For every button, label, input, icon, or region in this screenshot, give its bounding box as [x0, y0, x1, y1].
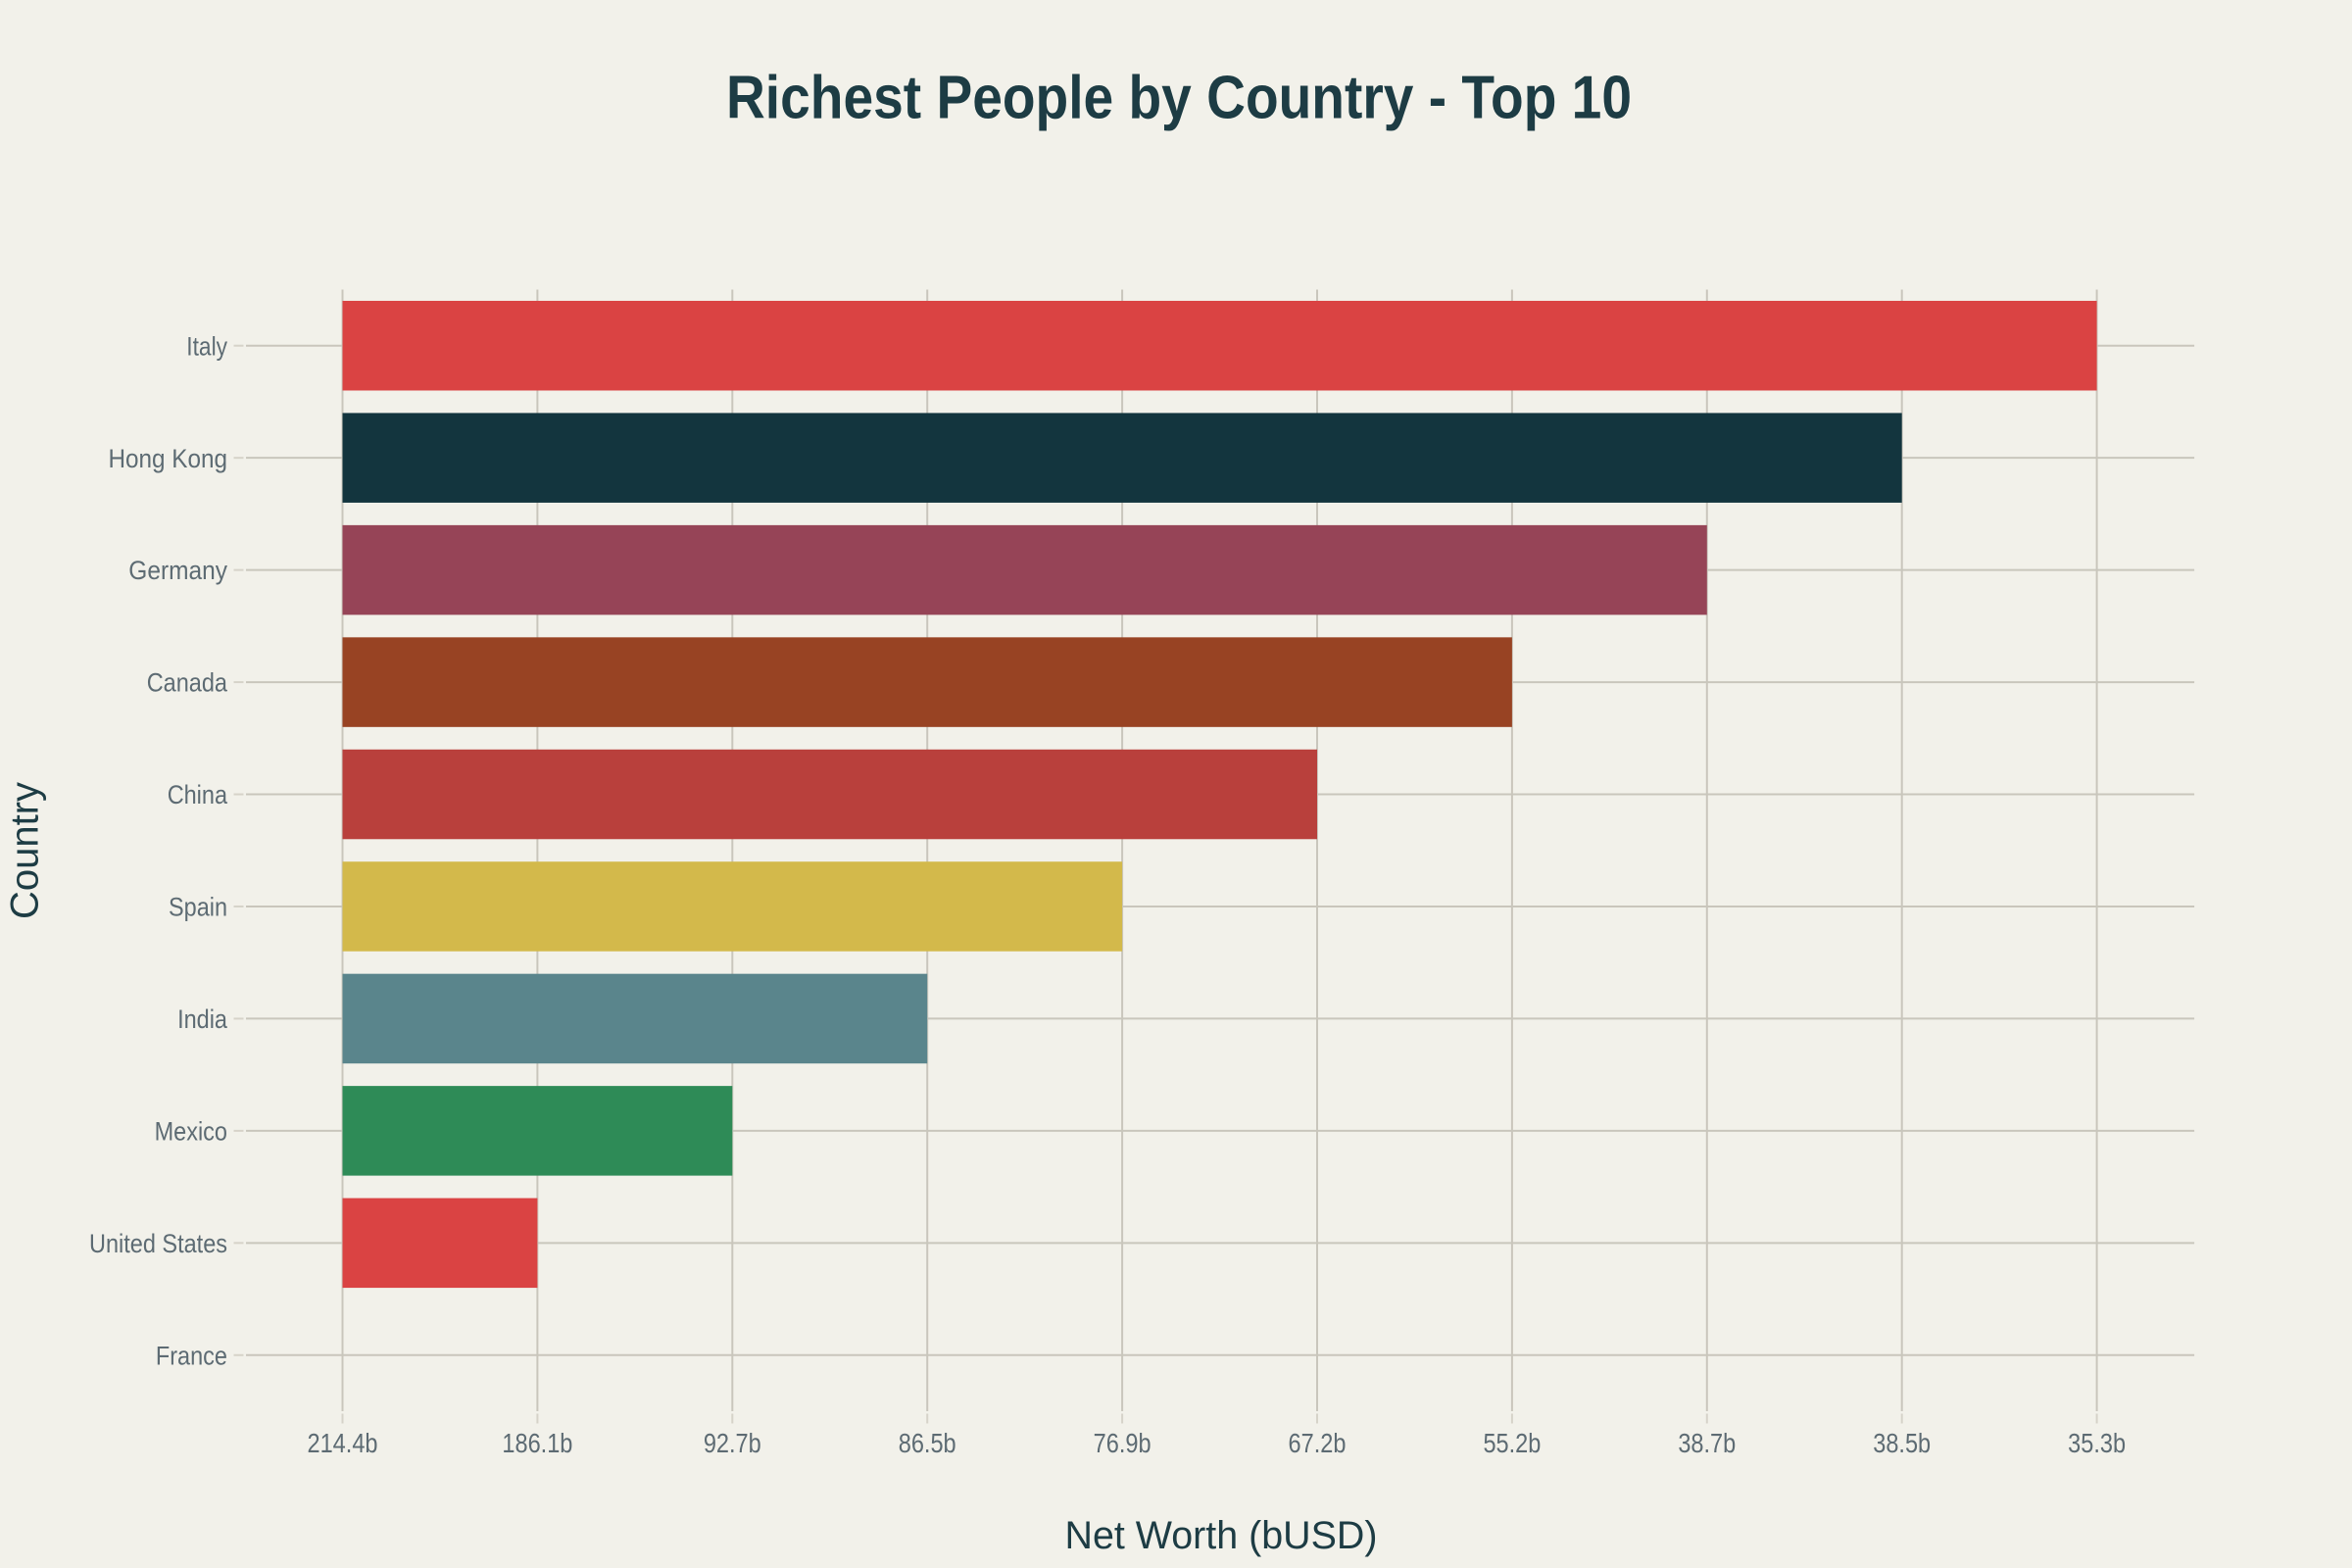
- svg-text:Spain: Spain: [169, 893, 227, 922]
- svg-text:86.5b: 86.5b: [899, 1428, 956, 1458]
- svg-text:France: France: [156, 1341, 227, 1370]
- svg-text:67.2b: 67.2b: [1289, 1428, 1347, 1458]
- svg-text:38.5b: 38.5b: [1873, 1428, 1931, 1458]
- svg-text:Mexico: Mexico: [155, 1116, 227, 1146]
- svg-text:Canada: Canada: [147, 668, 228, 698]
- svg-text:Country: Country: [4, 782, 47, 919]
- svg-text:76.9b: 76.9b: [1094, 1428, 1152, 1458]
- svg-text:Net Worth (bUSD): Net Worth (bUSD): [1065, 1514, 1378, 1557]
- svg-text:55.2b: 55.2b: [1483, 1428, 1541, 1458]
- svg-text:38.7b: 38.7b: [1678, 1428, 1736, 1458]
- svg-text:China: China: [168, 780, 228, 809]
- svg-text:35.3b: 35.3b: [2068, 1428, 2126, 1458]
- svg-text:Italy: Italy: [186, 331, 227, 361]
- svg-text:Hong Kong: Hong Kong: [109, 444, 228, 473]
- svg-text:214.4b: 214.4b: [308, 1428, 378, 1458]
- svg-text:United States: United States: [89, 1229, 227, 1258]
- svg-text:Germany: Germany: [128, 556, 227, 585]
- svg-text:India: India: [177, 1004, 228, 1034]
- svg-text:92.7b: 92.7b: [704, 1428, 761, 1458]
- svg-text:Richest People by Country - To: Richest People by Country - Top 10: [726, 65, 1632, 132]
- svg-text:186.1b: 186.1b: [502, 1428, 572, 1458]
